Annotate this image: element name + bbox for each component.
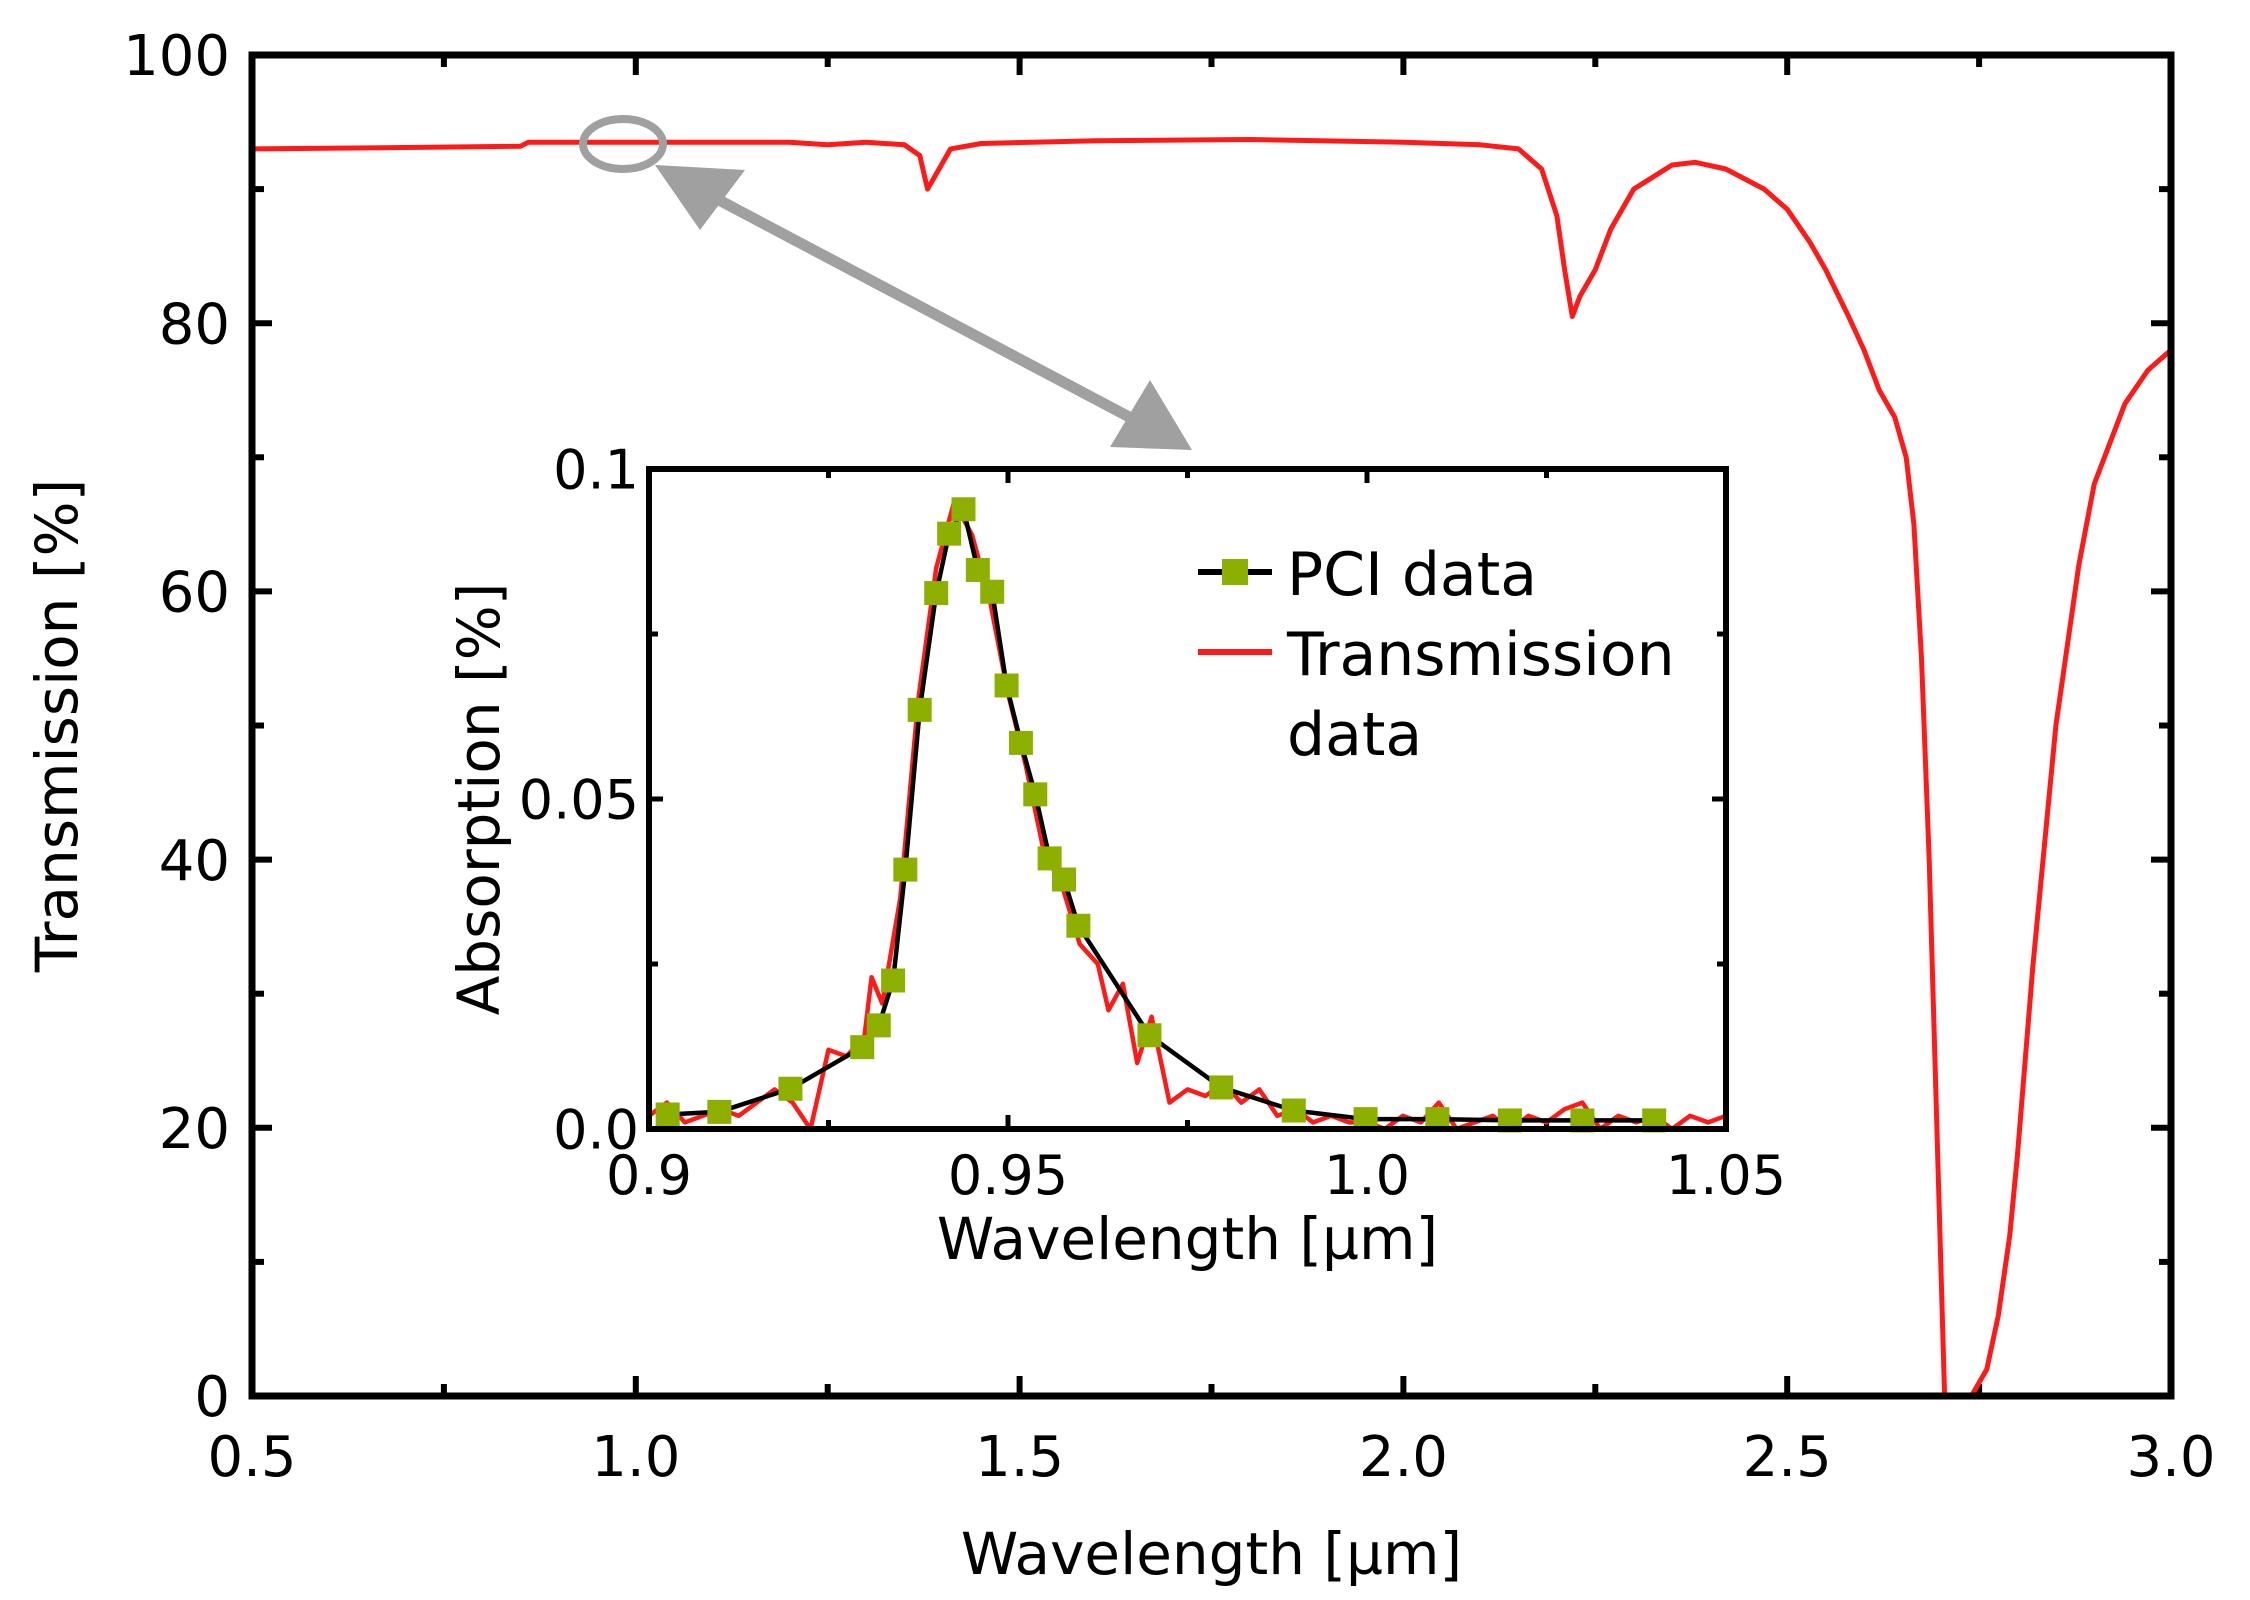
legend-transmission-label-2: data — [1287, 700, 1422, 770]
x-tick-label: 0.95 — [948, 1144, 1068, 1207]
pci-data-point — [707, 1099, 732, 1124]
y-tick-label: 60 — [159, 561, 230, 626]
pci-data-point — [850, 1035, 875, 1060]
x-tick-label: 1.0 — [591, 1425, 680, 1490]
x-tick-label: 1.0 — [1324, 1144, 1410, 1207]
legend-pci-label: PCI data — [1287, 540, 1537, 610]
pci-data-point — [1023, 782, 1048, 807]
pci-data-point — [778, 1076, 803, 1101]
y-tick-label: 0.0 — [553, 1098, 639, 1161]
x-tick-label: 2.0 — [1359, 1425, 1448, 1490]
pci-data-point — [1008, 730, 1033, 755]
inset-plot: 0.9 0.95 1.0 1.05 0.0 0.05 0.1 Wavelength [µm] A… — [445, 438, 1786, 1273]
pci-data-point — [866, 1013, 891, 1038]
pci-data-point — [965, 557, 990, 582]
legend-transmission-label: Transmission — [1286, 620, 1675, 690]
x-axis-label: Wavelength [µm] — [961, 1520, 1462, 1588]
x-tick-label: 1.5 — [975, 1425, 1064, 1490]
plot-frame — [248, 51, 2175, 1400]
zoom-annotation — [579, 115, 1192, 450]
y-tick-label: 100 — [123, 24, 230, 89]
inset-plot-area — [649, 469, 1726, 1129]
x-tick-label: 0.5 — [207, 1425, 296, 1490]
y-axis-label: Transmission [%] — [23, 479, 91, 973]
pci-data-point — [937, 521, 962, 546]
legend-pci-marker — [1222, 559, 1248, 585]
pci-data-point — [994, 673, 1019, 698]
arrow-head-bottom — [1110, 380, 1192, 450]
y-tick-label: 0.05 — [519, 768, 639, 831]
inset-legend: PCI data Transmission data — [1198, 540, 1675, 770]
highlight-circle — [579, 115, 667, 173]
pci-data-point — [1281, 1098, 1306, 1123]
pci-data-point — [907, 697, 932, 722]
y-tick-label: 0 — [194, 1365, 230, 1430]
inset-frame — [646, 466, 1729, 1132]
pci-data-point — [1137, 1023, 1162, 1048]
pci-data-point — [881, 968, 906, 993]
double-arrow-shaft — [697, 185, 1153, 433]
x-tick-label: 2.5 — [1743, 1425, 1832, 1490]
pci-data-point — [1037, 846, 1062, 871]
x-tick-label: 0.9 — [606, 1144, 692, 1207]
y-tick-label: 80 — [159, 292, 230, 357]
transmission-series-line — [251, 137, 2173, 1399]
y-tick-label: 0.1 — [553, 438, 639, 501]
pci-data-point — [655, 1102, 680, 1127]
pci-data-point — [1052, 867, 1077, 892]
pci-data-point — [1066, 913, 1091, 938]
pci-data-point — [951, 497, 976, 522]
pci-data-point — [924, 581, 949, 606]
arrow-head-top — [655, 165, 745, 230]
x-axis-label: Wavelength [µm] — [937, 1205, 1438, 1273]
x-tick-label: 3.0 — [2126, 1425, 2215, 1490]
pci-data-point — [1209, 1075, 1234, 1100]
pci-data-point — [893, 857, 918, 882]
x-tick-label: 1.05 — [1666, 1144, 1786, 1207]
pci-data-point — [980, 579, 1005, 604]
y-axis-label: Absorption [%] — [445, 583, 513, 1016]
y-tick-label: 40 — [159, 829, 230, 894]
y-tick-label: 20 — [159, 1097, 230, 1162]
